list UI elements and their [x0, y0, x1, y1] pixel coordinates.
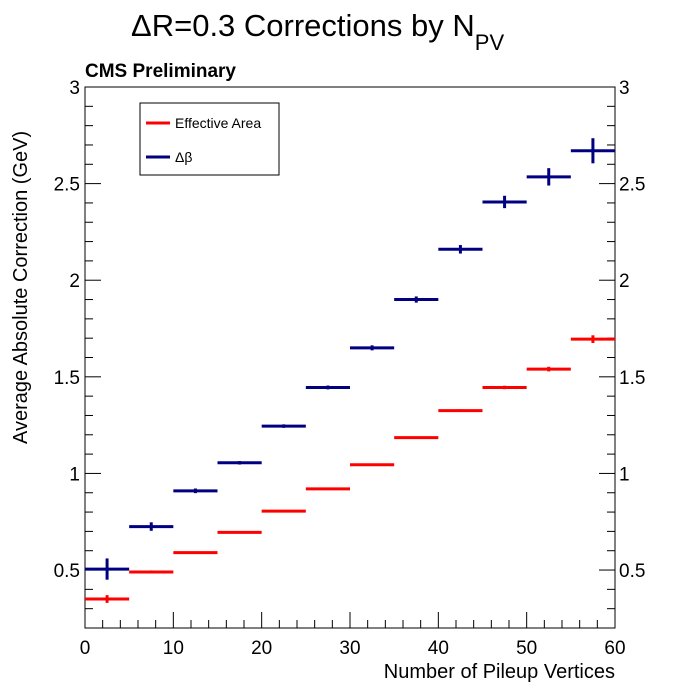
- series-delta-beta: [85, 138, 615, 580]
- series-layer: [85, 138, 615, 603]
- y-tick-label-right: 1: [619, 464, 630, 485]
- chart-title-subscript: PV: [475, 30, 505, 55]
- chart-title: ΔR=0.3 Corrections by NPV: [131, 8, 504, 55]
- x-tick-label: 50: [516, 638, 537, 659]
- legend-label: Δβ: [175, 149, 192, 165]
- y-tick-label-left: 3: [69, 78, 80, 99]
- legend-box: [139, 102, 280, 176]
- y-tick-label-left: 1: [69, 464, 80, 485]
- x-tick-label: 10: [163, 638, 184, 659]
- x-tick-label: 30: [339, 638, 360, 659]
- y-tick-label-right: 1.5: [619, 368, 645, 389]
- y-tick-label-left: 2: [69, 271, 80, 292]
- y-tick-label-right: 3: [619, 78, 630, 99]
- x-tick-label: 20: [251, 638, 272, 659]
- legend-label: Effective Area: [175, 115, 261, 131]
- axis-tick-labels: 0 10 20 30 40 50 60 0.5 0.5 1 1 1.5 1.5 2 2 2.5 2.5 3 3: [54, 78, 646, 659]
- x-tick-label: 40: [428, 638, 449, 659]
- y-tick-label-right: 0.5: [619, 561, 645, 582]
- y-tick-label-left: 1.5: [54, 368, 80, 389]
- y-tick-label-right: 2: [619, 271, 630, 292]
- y-tick-label-left: 0.5: [54, 561, 80, 582]
- x-tick-label: 60: [604, 638, 625, 659]
- y-tick-label-right: 2.5: [619, 175, 645, 196]
- series-effective-area: [85, 335, 615, 603]
- x-tick-label: 0: [80, 638, 91, 659]
- x-axis-label: Number of Pileup Vertices: [384, 661, 615, 683]
- y-axis-label: Average Absolute Correction (GeV): [10, 131, 32, 444]
- y-tick-label-left: 2.5: [54, 175, 80, 196]
- chart-title-main: ΔR=0.3 Corrections by N: [131, 8, 475, 43]
- legend: Effective Area Δβ: [139, 102, 280, 176]
- cms-preliminary-label: CMS Preliminary: [85, 61, 236, 82]
